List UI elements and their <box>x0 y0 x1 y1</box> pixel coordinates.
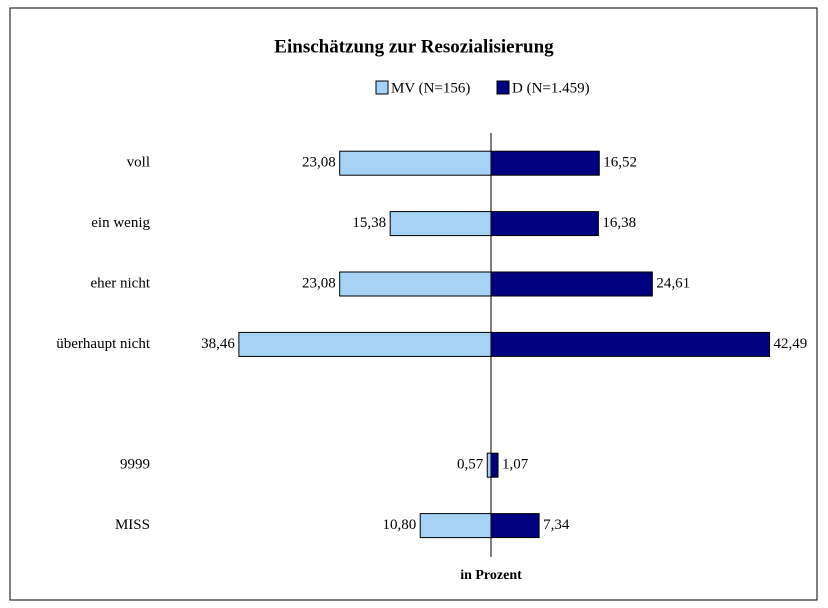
bar <box>486 452 492 478</box>
data-label: 7,34 <box>543 517 570 533</box>
category-label: ein wenig <box>91 215 150 231</box>
data-label: 15,38 <box>352 215 386 231</box>
data-label: 16,38 <box>602 215 636 231</box>
legend-label: D (N=1.459) <box>512 80 590 96</box>
bar <box>419 513 492 539</box>
legend-swatch <box>375 80 389 95</box>
bar <box>490 331 771 357</box>
data-label: 1,07 <box>502 457 529 473</box>
data-label: 16,52 <box>603 155 637 171</box>
category-label: voll <box>127 155 150 171</box>
data-label: 10,80 <box>382 517 416 533</box>
data-label: 42,49 <box>774 336 808 352</box>
data-label: 23,08 <box>302 275 336 291</box>
bar <box>490 150 600 176</box>
category-label: eher nicht <box>90 275 150 291</box>
bar <box>339 271 492 297</box>
data-label: 24,61 <box>656 275 690 291</box>
legend-swatch <box>496 80 510 95</box>
data-label: 38,46 <box>201 336 235 352</box>
category-label: 9999 <box>120 457 150 473</box>
chart-title: Einschätzung zur Resozialisierung <box>274 36 554 57</box>
bar <box>490 452 499 478</box>
bar <box>389 211 492 237</box>
category-label: überhaupt nicht <box>56 336 151 352</box>
bar <box>238 331 492 357</box>
category-label: MISS <box>115 517 150 533</box>
frame <box>9 7 818 601</box>
bar <box>490 513 540 539</box>
data-label: 0,57 <box>457 457 484 473</box>
x-axis-label: in Prozent <box>460 568 522 583</box>
bar <box>339 150 492 176</box>
legend-label: MV (N=156) <box>391 80 470 96</box>
bar <box>490 271 653 297</box>
data-label: 23,08 <box>302 155 336 171</box>
bar <box>490 211 599 237</box>
